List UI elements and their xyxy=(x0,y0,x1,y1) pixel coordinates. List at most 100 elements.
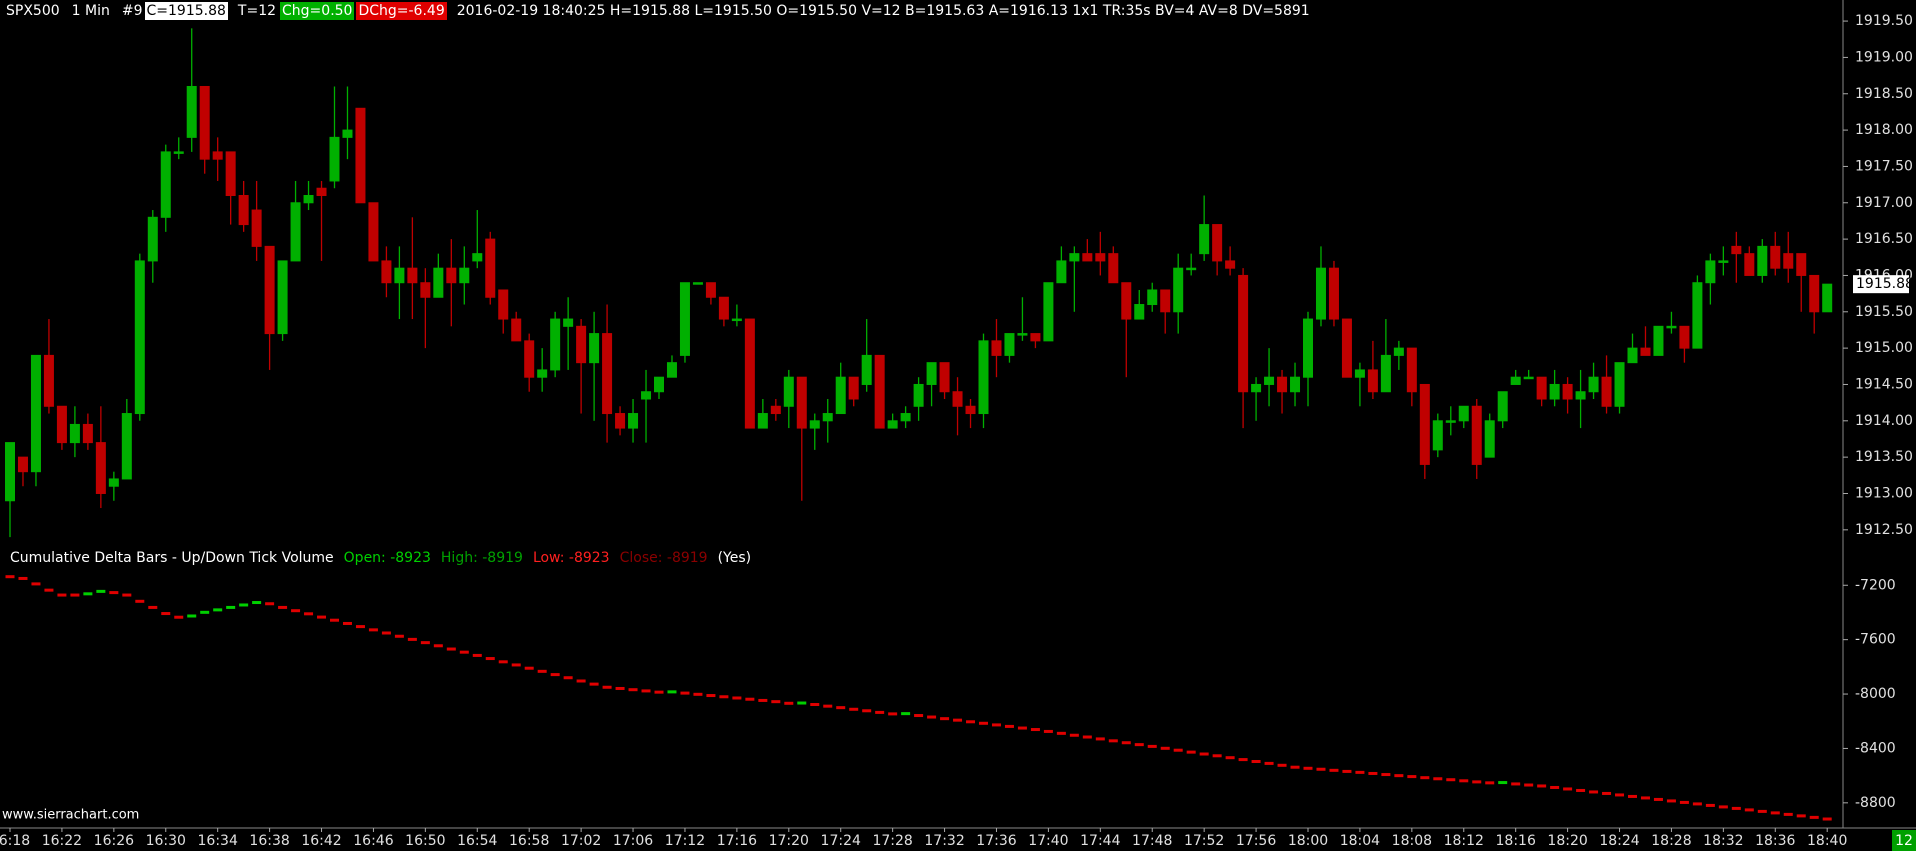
candle-body xyxy=(1199,224,1210,255)
delta-bar xyxy=(57,593,67,597)
delta-bar xyxy=(1472,780,1482,784)
delta-bar xyxy=(628,688,638,692)
bar-volume: 12 xyxy=(1895,833,1913,849)
delta-bar xyxy=(265,602,275,606)
study-title: Cumulative Delta Bars - Up/Down Tick Vol… xyxy=(10,550,334,566)
candle-body xyxy=(978,340,989,415)
delta-bar xyxy=(1030,728,1040,732)
delta-bar xyxy=(667,690,677,694)
candle-body xyxy=(550,318,561,371)
candle-body xyxy=(303,195,314,204)
candle-body xyxy=(1251,383,1262,393)
delta-bar xyxy=(252,601,262,605)
delta-bar xyxy=(537,669,547,673)
candle-body xyxy=(173,151,184,154)
candle-body xyxy=(459,267,470,284)
delta-bar xyxy=(200,610,210,614)
delta-bar xyxy=(446,647,456,651)
delta-bar xyxy=(1576,788,1586,792)
candle-body xyxy=(264,245,275,335)
legend-close: Close: -8919 xyxy=(619,550,708,566)
y-tick-label: 1918.50 xyxy=(1855,86,1913,102)
legend-open: Open: -8923 xyxy=(343,550,431,566)
candle-body xyxy=(69,423,80,444)
candle-body xyxy=(679,282,690,356)
change: Chg=0.50 xyxy=(280,2,355,20)
x-tick-label: 18:12 xyxy=(1444,833,1484,849)
close-value: C=1915.88 xyxy=(144,2,228,20)
candle-body xyxy=(329,136,340,182)
candle-body xyxy=(1536,376,1547,400)
candle-body xyxy=(628,413,639,429)
candle-body xyxy=(666,362,677,378)
candle-body xyxy=(1380,354,1391,393)
delta-bar xyxy=(1446,778,1456,782)
delta-bar xyxy=(459,650,469,654)
candle-body xyxy=(381,260,392,284)
delta-bar xyxy=(1368,771,1378,775)
delta-bar xyxy=(1640,796,1650,800)
candle-body xyxy=(1328,267,1339,320)
y-tick-label: 1917.50 xyxy=(1855,158,1913,174)
candle-body xyxy=(848,376,859,400)
x-tick-label: 18:08 xyxy=(1392,833,1432,849)
candle-body xyxy=(1510,376,1521,385)
candle-body xyxy=(1147,289,1158,306)
delta-bar xyxy=(44,588,54,592)
y-tick-label: 1915.00 xyxy=(1855,340,1913,356)
last-price-label: 1915.88 xyxy=(1856,276,1914,292)
last-price-box xyxy=(1853,275,1909,294)
delta-bar xyxy=(1433,777,1443,781)
x-tick-label: 17:48 xyxy=(1132,833,1172,849)
delta-bar xyxy=(849,707,859,711)
x-tick-label: 18:36 xyxy=(1755,833,1795,849)
delta-bar xyxy=(1615,793,1625,797)
delta-legend: Cumulative Delta Bars - Up/Down Tick Vol… xyxy=(10,550,751,566)
delta-bar xyxy=(1355,770,1365,774)
candle-body xyxy=(1614,362,1625,407)
candle-body xyxy=(1160,289,1171,313)
delta-bar xyxy=(1082,735,1092,739)
candle-body xyxy=(1471,405,1482,465)
candle-body xyxy=(368,202,379,262)
delta-bar xyxy=(1705,803,1715,807)
x-tick-label: 16:18 xyxy=(0,833,30,849)
candle-body xyxy=(1121,282,1132,320)
candle-body xyxy=(1523,376,1534,380)
candle-body xyxy=(1290,376,1301,393)
delta-bar xyxy=(1524,783,1534,787)
candle-body xyxy=(407,267,418,284)
delta-bar xyxy=(498,660,508,664)
candle-body xyxy=(1796,253,1807,276)
candle-body xyxy=(1030,333,1041,342)
candle-body xyxy=(1212,224,1223,262)
delta-bar xyxy=(226,605,236,609)
bar-volume-box xyxy=(1892,830,1916,851)
candle-body xyxy=(939,362,950,393)
delta-bar xyxy=(1277,763,1287,767)
delta-bar xyxy=(122,593,132,597)
candle-body xyxy=(1108,253,1119,284)
y-tick-label: 1914.50 xyxy=(1855,376,1913,392)
delta-bar xyxy=(953,718,963,722)
delta-bar xyxy=(330,618,339,622)
delta-bar xyxy=(758,698,768,702)
candle-body xyxy=(913,383,924,407)
candle-body xyxy=(615,413,626,429)
candle-body xyxy=(1238,274,1249,393)
delta-bar xyxy=(1069,733,1079,737)
delta-bar xyxy=(1108,739,1118,743)
y-tick-label: 1916.50 xyxy=(1855,231,1913,247)
candle-body xyxy=(796,376,807,429)
x-tick-label: 18:32 xyxy=(1703,833,1743,849)
y-tick-label: 1914.00 xyxy=(1855,413,1913,429)
candle-body xyxy=(757,413,768,429)
delta-bar xyxy=(96,589,106,593)
delta-bar xyxy=(1757,809,1767,813)
candle-body xyxy=(1082,253,1093,262)
candle-body xyxy=(82,423,93,444)
y-tick-label: 1913.50 xyxy=(1855,449,1913,465)
candle-body xyxy=(1497,391,1508,422)
x-tick-label: 16:50 xyxy=(405,833,445,849)
candle-body xyxy=(1744,253,1755,276)
